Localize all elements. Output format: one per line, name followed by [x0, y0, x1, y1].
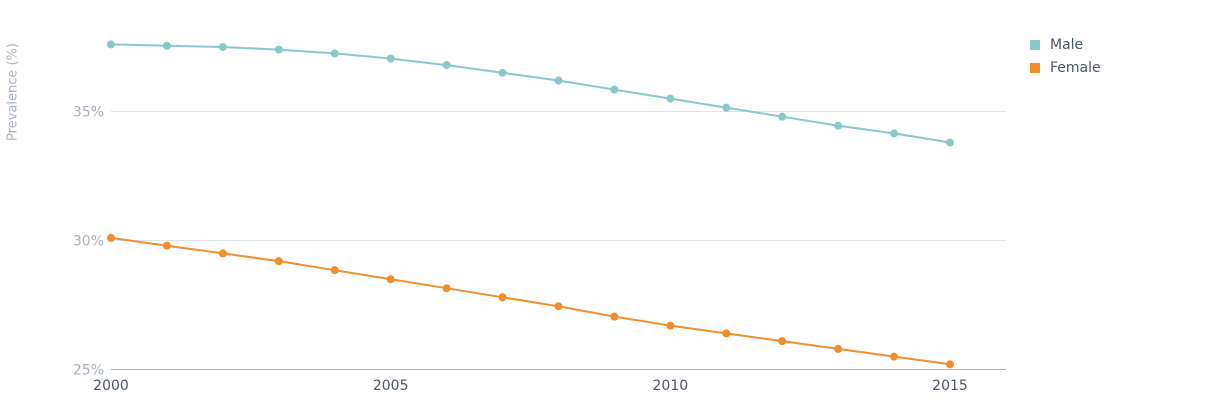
data-point-male[interactable]	[890, 129, 899, 138]
data-point-male[interactable]	[107, 40, 115, 49]
legend-item-male[interactable]: Male	[1030, 33, 1101, 56]
data-point-female[interactable]	[330, 266, 339, 275]
x-tick-label: 2010	[653, 378, 689, 394]
data-point-male[interactable]	[274, 45, 283, 54]
series-line-male	[110, 43, 951, 144]
legend-label-female: Female	[1050, 59, 1101, 76]
legend-label-male: Male	[1050, 36, 1084, 53]
y-tick-label: 30%	[73, 234, 104, 250]
data-point-male[interactable]	[666, 94, 675, 103]
data-point-male[interactable]	[386, 54, 395, 63]
data-point-female[interactable]	[666, 321, 675, 330]
data-point-female[interactable]	[498, 293, 507, 302]
data-point-male[interactable]	[330, 49, 339, 58]
data-point-female[interactable]	[778, 337, 787, 346]
data-point-female[interactable]	[890, 352, 899, 361]
x-tick-label: 2000	[93, 378, 129, 394]
y-tick-label: 25%	[73, 363, 104, 379]
series-male	[107, 40, 954, 147]
legend-item-female[interactable]: Female	[1030, 56, 1101, 79]
data-point-female[interactable]	[442, 284, 451, 293]
x-tick-label: 2015	[932, 378, 968, 394]
data-point-female[interactable]	[834, 344, 843, 353]
data-point-male[interactable]	[162, 41, 171, 50]
data-point-female[interactable]	[722, 329, 731, 338]
series-group	[107, 40, 954, 369]
data-point-male[interactable]	[610, 85, 619, 94]
data-point-male[interactable]	[946, 138, 954, 147]
data-point-male[interactable]	[554, 76, 563, 85]
data-point-male[interactable]	[442, 61, 451, 70]
data-point-female[interactable]	[610, 312, 619, 321]
y-axis-tick-labels: 25% 30% 35%	[73, 105, 104, 379]
legend-swatch-female	[1030, 62, 1040, 73]
x-tick-label: 2005	[373, 378, 409, 394]
data-point-female[interactable]	[274, 257, 283, 266]
data-point-female[interactable]	[946, 360, 954, 369]
x-axis-tick-labels: 2000 2005 2010 2015	[93, 378, 968, 394]
data-point-male[interactable]	[722, 103, 731, 112]
series-line-female	[110, 236, 951, 366]
data-point-female[interactable]	[218, 249, 227, 258]
legend: Male Female	[1030, 33, 1101, 79]
legend-swatch-male	[1030, 39, 1040, 50]
data-point-male[interactable]	[834, 121, 843, 130]
data-point-female[interactable]	[162, 241, 171, 250]
data-point-male[interactable]	[498, 68, 507, 77]
data-point-female[interactable]	[107, 233, 115, 242]
y-axis-title: Prevalence (%)	[5, 43, 21, 141]
data-point-male[interactable]	[218, 43, 227, 51]
grid-lines	[111, 111, 1006, 370]
data-point-female[interactable]	[386, 275, 395, 284]
y-tick-label: 35%	[73, 105, 104, 121]
data-point-female[interactable]	[554, 302, 563, 311]
series-female	[107, 233, 954, 369]
data-point-male[interactable]	[778, 112, 787, 121]
